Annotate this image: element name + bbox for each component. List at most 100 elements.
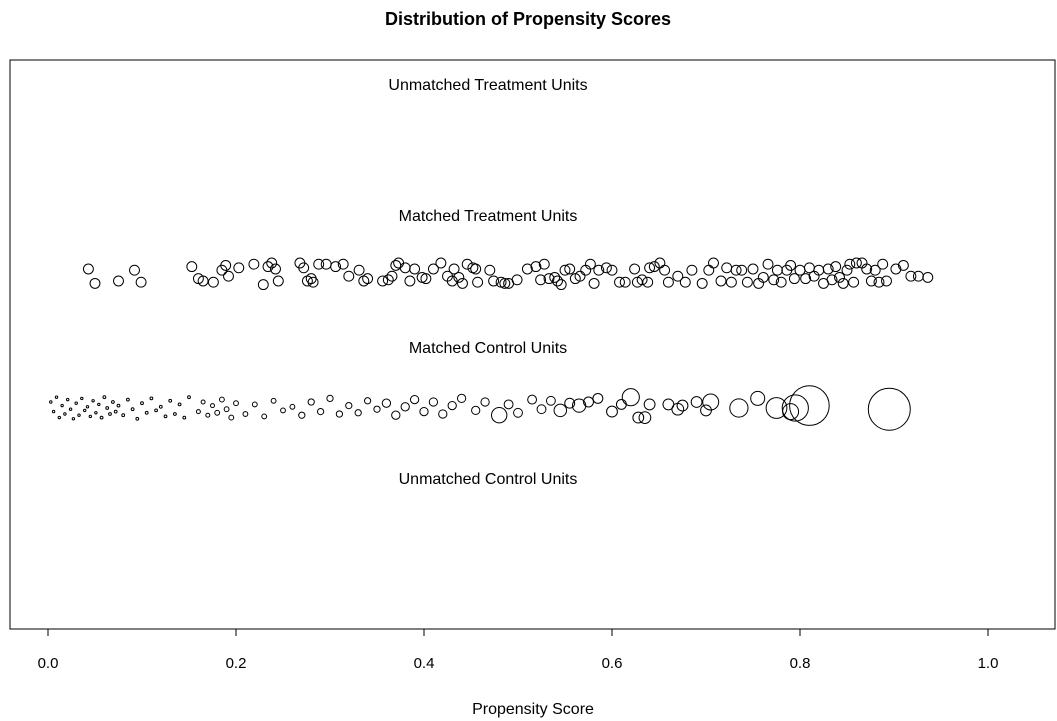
data-point	[643, 398, 656, 411]
data-point	[686, 264, 698, 276]
data-point	[521, 263, 533, 275]
data-point	[536, 404, 547, 415]
data-point	[538, 258, 550, 270]
x-axis: 0.0 0.2 0.4 0.6 0.8 1.0	[38, 628, 999, 672]
data-point	[511, 274, 523, 286]
data-point	[606, 264, 618, 276]
data-point	[373, 405, 381, 413]
data-point	[800, 273, 812, 285]
data-point	[861, 263, 873, 275]
data-point	[757, 271, 769, 283]
x-tick-label: 1.0	[978, 655, 999, 672]
data-point	[187, 395, 191, 400]
data-point	[144, 410, 149, 415]
data-point	[457, 277, 468, 289]
data-point	[210, 403, 215, 409]
data-point	[363, 397, 372, 405]
data-point	[158, 404, 163, 409]
data-point	[382, 274, 394, 286]
data-point	[912, 270, 924, 282]
data-point	[233, 400, 239, 407]
data-point	[715, 275, 727, 287]
data-point	[251, 401, 258, 408]
data-point	[163, 414, 168, 419]
group-label: Unmatched Treatment Units	[388, 77, 587, 94]
data-point	[354, 409, 362, 417]
data-point	[632, 411, 645, 424]
data-point	[471, 405, 481, 416]
data-point	[320, 258, 332, 270]
data-point	[765, 397, 788, 419]
data-point	[593, 264, 605, 276]
data-point	[298, 262, 310, 274]
data-point	[177, 402, 182, 407]
data-point	[262, 261, 274, 273]
data-point	[873, 276, 885, 288]
data-point	[94, 411, 98, 415]
data-point	[390, 259, 402, 271]
data-point	[614, 276, 625, 288]
data-point	[588, 277, 600, 289]
data-point	[126, 397, 130, 402]
data-point	[850, 257, 862, 269]
data-point	[57, 415, 62, 420]
data-point	[88, 414, 93, 419]
data-point	[789, 385, 830, 426]
data-point	[404, 275, 416, 287]
data-point	[51, 409, 56, 414]
data-point	[470, 263, 482, 275]
data-point	[848, 276, 860, 288]
data-point	[600, 262, 612, 274]
data-point	[461, 258, 473, 270]
data-point	[377, 275, 389, 287]
data-point	[543, 273, 555, 285]
data-point	[54, 395, 59, 399]
data-point	[549, 271, 561, 283]
data-point	[102, 395, 107, 400]
data-point	[844, 258, 856, 270]
data-point	[488, 275, 500, 287]
data-point	[679, 276, 691, 288]
data-point	[307, 398, 315, 406]
x-tick-label: 0.0	[38, 655, 59, 672]
data-point	[841, 264, 853, 276]
data-point	[446, 275, 458, 287]
data-point	[326, 394, 334, 403]
data-point	[545, 395, 556, 406]
data-point	[223, 270, 234, 282]
data-point	[111, 400, 115, 404]
data-point	[781, 394, 809, 422]
data-point	[391, 410, 401, 420]
data-point	[552, 275, 563, 287]
data-point	[905, 270, 917, 282]
data-point	[270, 263, 281, 275]
data-point	[335, 410, 344, 418]
data-point	[513, 407, 523, 418]
data-point	[897, 259, 909, 271]
data-point	[82, 408, 87, 413]
data-point	[435, 257, 447, 269]
group-labels: Unmatched Treatment Units Matched Treatme…	[388, 77, 587, 488]
data-point	[381, 398, 392, 408]
data-point	[330, 261, 342, 273]
data-point	[345, 401, 353, 410]
group-label: Matched Control Units	[409, 340, 567, 357]
data-point	[865, 275, 877, 287]
data-point	[775, 276, 787, 288]
data-point	[420, 273, 432, 285]
data-point	[298, 411, 306, 419]
data-point	[484, 264, 496, 276]
data-point	[60, 403, 64, 408]
data-point	[113, 275, 124, 287]
data-point	[116, 403, 121, 408]
data-point	[82, 263, 94, 275]
data-point	[154, 408, 159, 413]
data-point	[472, 276, 484, 288]
data-point	[427, 263, 439, 275]
data-point	[638, 411, 652, 424]
x-axis-label: Propensity Score	[472, 701, 594, 718]
data-point	[619, 276, 631, 288]
data-point	[644, 262, 656, 274]
x-tick-label: 0.8	[790, 655, 811, 672]
